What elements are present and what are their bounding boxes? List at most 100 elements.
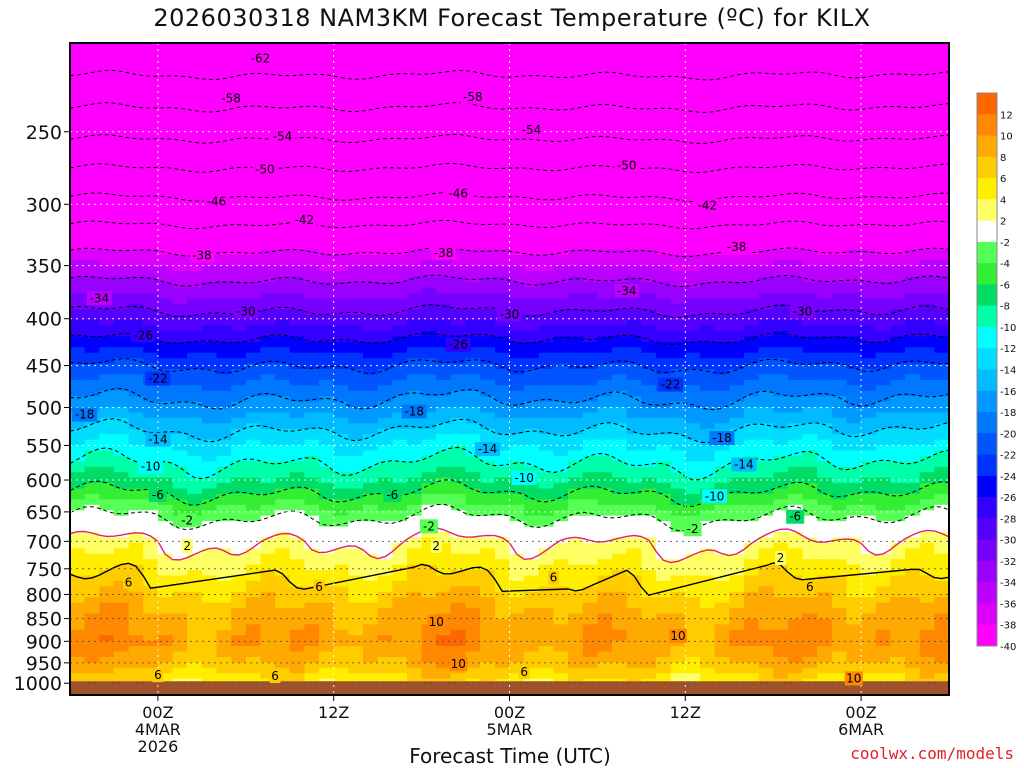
heatmap-cell — [831, 379, 848, 386]
heatmap-cell — [758, 48, 774, 55]
heatmap-cell — [934, 461, 949, 468]
heatmap-cell — [890, 91, 906, 98]
heatmap-cell — [934, 216, 949, 223]
heatmap-cell — [406, 195, 423, 202]
heatmap-cell — [817, 325, 833, 332]
heatmap-cell — [656, 162, 672, 169]
heatmap-cell — [480, 385, 496, 392]
heatmap-cell — [406, 434, 423, 441]
heatmap-cell — [524, 455, 540, 462]
heatmap-cell — [275, 167, 291, 174]
heatmap-cell — [597, 119, 613, 126]
heatmap-cell — [231, 439, 247, 446]
heatmap-cell — [758, 211, 774, 218]
heatmap-cell — [846, 488, 862, 495]
heatmap-cell — [641, 97, 657, 104]
heatmap-cell — [260, 200, 276, 207]
heatmap-cell — [817, 488, 833, 495]
heatmap-cell — [729, 379, 745, 386]
heatmap-cell — [421, 450, 437, 457]
heatmap-cell — [201, 233, 218, 240]
heatmap-cell — [377, 401, 393, 408]
heatmap-cell — [787, 124, 804, 131]
heatmap-cell — [905, 423, 921, 430]
heatmap-cell — [509, 86, 525, 93]
heatmap-cell — [729, 184, 745, 191]
heatmap-cell — [641, 271, 657, 278]
heatmap-cell — [538, 162, 555, 169]
heatmap-cell — [875, 374, 891, 381]
heatmap-cell — [729, 167, 745, 174]
heatmap-cell — [436, 417, 452, 424]
heatmap-cell — [289, 292, 305, 299]
heatmap-cell — [319, 249, 335, 256]
heatmap-cell — [538, 298, 555, 305]
heatmap-cell — [787, 401, 804, 408]
heatmap-cell — [392, 249, 408, 256]
heatmap-cell — [450, 64, 467, 71]
heatmap-cell — [729, 434, 745, 441]
heatmap-cell — [304, 276, 320, 283]
heatmap-cell — [861, 173, 877, 180]
heatmap-cell — [553, 455, 569, 462]
heatmap-cell — [714, 119, 730, 126]
heatmap-cell — [84, 206, 100, 213]
heatmap-cell — [84, 385, 100, 392]
heatmap-cell — [436, 466, 452, 473]
heatmap-cell — [802, 455, 818, 462]
heatmap-cell — [641, 124, 657, 131]
heatmap-cell — [275, 439, 291, 446]
heatmap-cell — [157, 472, 174, 479]
heatmap-cell — [509, 276, 525, 283]
heatmap-cell — [861, 369, 877, 376]
heatmap-cell — [260, 75, 276, 82]
heatmap-cell — [773, 195, 789, 202]
heatmap-cell — [128, 249, 144, 256]
heatmap-cell — [934, 206, 949, 213]
heatmap-cell — [773, 64, 789, 71]
heatmap-cell — [480, 483, 496, 490]
heatmap-cell — [113, 320, 130, 327]
heatmap-cell — [392, 119, 408, 126]
heatmap-cell — [758, 189, 774, 196]
heatmap-cell — [861, 477, 877, 484]
heatmap-cell — [377, 483, 393, 490]
heatmap-cell — [392, 43, 408, 50]
heatmap-cell — [494, 173, 511, 180]
heatmap-cell — [377, 64, 393, 71]
heatmap-cell — [245, 374, 262, 381]
heatmap-cell — [480, 249, 496, 256]
heatmap-cell — [685, 124, 701, 131]
heatmap-cell — [465, 439, 481, 446]
heatmap-cell — [260, 417, 276, 424]
heatmap-cell — [304, 59, 320, 66]
heatmap-cell — [245, 211, 262, 218]
heatmap-cell — [187, 113, 203, 120]
heatmap-cell — [201, 369, 218, 376]
heatmap-cell — [846, 86, 862, 93]
heatmap-cell — [99, 428, 115, 435]
heatmap-cell — [802, 86, 818, 93]
heatmap-cell — [392, 455, 408, 462]
heatmap-cell — [846, 146, 862, 153]
heatmap-cell — [685, 97, 701, 104]
heatmap-cell — [187, 43, 203, 50]
heatmap-cell — [289, 347, 305, 354]
heatmap-cell — [890, 254, 906, 261]
heatmap-cell — [582, 428, 598, 435]
heatmap-cell — [245, 48, 262, 55]
heatmap-cell — [363, 455, 379, 462]
heatmap-cell — [363, 227, 379, 234]
heatmap-cell — [333, 53, 349, 60]
heatmap-cell — [201, 466, 218, 473]
heatmap-cell — [656, 119, 672, 126]
heatmap-cell — [626, 466, 642, 473]
heatmap-cell — [187, 358, 203, 365]
heatmap-cell — [861, 336, 877, 343]
heatmap-cell — [597, 287, 613, 294]
heatmap-cell — [729, 157, 745, 164]
heatmap-cell — [201, 64, 218, 71]
heatmap-cell — [714, 260, 730, 267]
heatmap-cell — [348, 157, 364, 164]
heatmap-cell — [348, 59, 364, 66]
